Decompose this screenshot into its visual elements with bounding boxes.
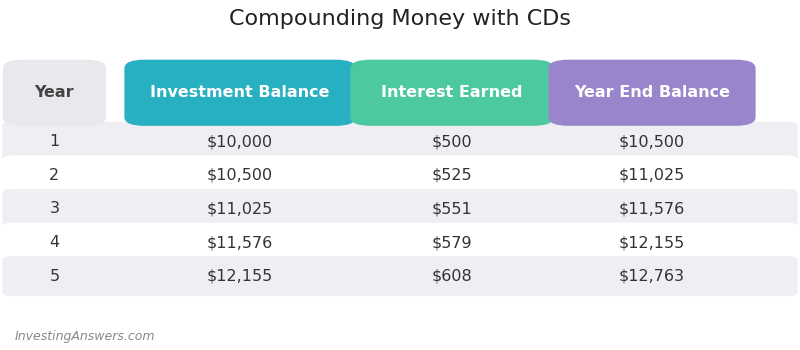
Text: 3: 3 <box>50 202 59 216</box>
FancyBboxPatch shape <box>350 60 554 126</box>
Text: 2: 2 <box>50 168 59 183</box>
Text: $525: $525 <box>432 168 472 183</box>
Text: $551: $551 <box>432 202 472 216</box>
Text: $10,000: $10,000 <box>207 134 273 149</box>
Text: Investment Balance: Investment Balance <box>150 85 330 100</box>
Text: 1: 1 <box>50 134 59 149</box>
Text: Year End Balance: Year End Balance <box>574 85 730 100</box>
FancyBboxPatch shape <box>2 189 798 229</box>
Text: $608: $608 <box>432 269 472 284</box>
Text: 4: 4 <box>50 235 59 250</box>
Text: Compounding Money with CDs: Compounding Money with CDs <box>229 9 571 29</box>
FancyBboxPatch shape <box>2 122 798 162</box>
Text: $12,763: $12,763 <box>619 269 685 284</box>
Text: Interest Earned: Interest Earned <box>382 85 522 100</box>
Text: Year: Year <box>34 85 74 100</box>
FancyBboxPatch shape <box>2 256 798 296</box>
Text: $11,576: $11,576 <box>207 235 273 250</box>
Text: $500: $500 <box>432 134 472 149</box>
FancyBboxPatch shape <box>2 155 798 195</box>
Text: $11,576: $11,576 <box>619 202 685 216</box>
Text: $11,025: $11,025 <box>207 202 273 216</box>
FancyBboxPatch shape <box>2 223 798 262</box>
FancyBboxPatch shape <box>125 60 356 126</box>
Text: $11,025: $11,025 <box>619 168 685 183</box>
FancyBboxPatch shape <box>548 60 755 126</box>
Text: $10,500: $10,500 <box>619 134 685 149</box>
Text: $579: $579 <box>432 235 472 250</box>
Text: $12,155: $12,155 <box>619 235 685 250</box>
FancyBboxPatch shape <box>3 60 106 126</box>
Text: 5: 5 <box>50 269 59 284</box>
Text: InvestingAnswers.com: InvestingAnswers.com <box>14 330 155 343</box>
Text: $10,500: $10,500 <box>207 168 273 183</box>
Text: $12,155: $12,155 <box>207 269 273 284</box>
